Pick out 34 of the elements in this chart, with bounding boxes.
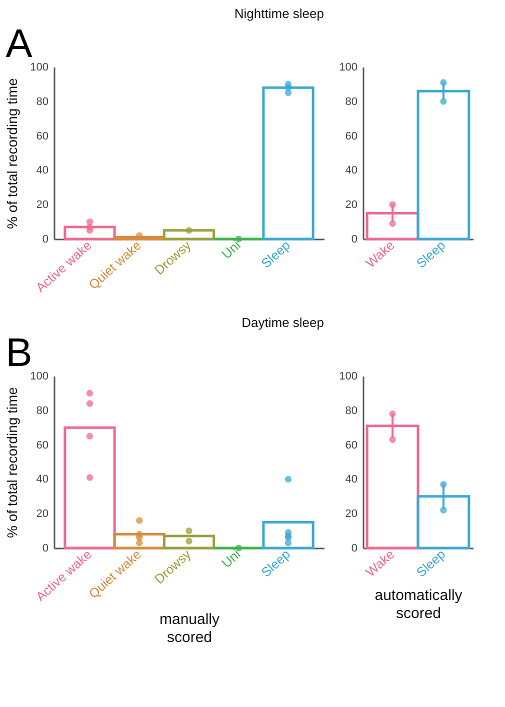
y-tick-label: 100 <box>339 62 358 74</box>
text: A <box>6 22 33 66</box>
y-tick-label: 20 <box>345 199 358 212</box>
y-tick-label: 0 <box>42 542 48 554</box>
y-tick-label: 0 <box>351 234 358 246</box>
y-tick-label: 60 <box>345 130 358 142</box>
chart-title: Nighttime sleep <box>234 6 324 21</box>
y-tick-label: 80 <box>36 96 48 108</box>
y-tick-label: 60 <box>36 130 48 142</box>
y-tick-label: 40 <box>36 164 48 177</box>
y-axis-title: % of total recording time <box>4 386 20 538</box>
y-tick-label: 80 <box>36 404 48 417</box>
y-tick-label: 0 <box>351 542 358 554</box>
y-tick-label: 40 <box>345 474 358 486</box>
y-tick-label: 60 <box>345 439 358 452</box>
y-tick-label: 80 <box>345 404 358 417</box>
y-axis-title: % of total recording time <box>4 78 20 229</box>
x-tick-label: Uni <box>218 237 244 262</box>
x-tick-label: Uni <box>218 546 244 571</box>
y-tick-label: 40 <box>345 164 358 177</box>
y-tick-label: 40 <box>36 474 48 486</box>
y-tick-label: 0 <box>42 234 48 246</box>
y-tick-label: 20 <box>36 199 48 212</box>
y-tick-label: 100 <box>30 62 48 74</box>
y-tick-label: 100 <box>339 370 358 382</box>
y-tick-label: 20 <box>345 508 358 520</box>
x-axis-title: manually scored <box>159 611 220 646</box>
x-axis-title: automatically scored <box>374 586 463 622</box>
y-tick-label: 100 <box>30 370 48 382</box>
y-tick-label: 20 <box>36 508 48 520</box>
chart-title: Daytime sleep <box>242 315 324 330</box>
y-tick-label: 60 <box>36 439 48 452</box>
y-tick-label: 80 <box>345 96 358 108</box>
text: B <box>6 331 32 375</box>
